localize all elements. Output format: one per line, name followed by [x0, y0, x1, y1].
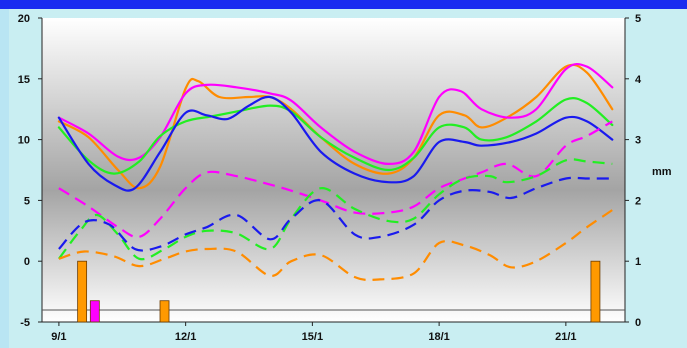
plot-band-upper: [42, 18, 625, 190]
precip-bar: [159, 300, 170, 323]
right-tick-label: 1: [635, 256, 641, 268]
right-tick-label: 5: [635, 13, 641, 25]
x-tick-label: 12/1: [175, 331, 196, 343]
left-tick-label: 10: [18, 135, 30, 147]
temperature-lines: [57, 62, 614, 282]
solid-series-line: [57, 95, 614, 192]
precip-bar: [89, 300, 100, 323]
right-tick-label: 3: [635, 135, 641, 147]
left-tick-label: 0: [24, 256, 30, 268]
right-axis: 5 4 3 2 1 0: [625, 13, 642, 329]
precip-bar: [77, 260, 88, 323]
dashed-series-line: [58, 209, 613, 282]
right-tick-label: 4: [635, 74, 642, 86]
precip-bar: [590, 260, 601, 323]
solid-series-line: [57, 97, 614, 175]
right-axis-unit: mm: [652, 166, 672, 178]
x-tick-label: 9/1: [51, 331, 66, 343]
x-tick-label: 15/1: [302, 331, 323, 343]
left-tick-label: 5: [24, 195, 30, 207]
x-tick-label: 18/1: [428, 331, 449, 343]
plot-background: [41, 18, 626, 323]
left-frame-bar: [0, 9, 9, 348]
left-axis: 20 15 10 5 0 -5: [18, 13, 42, 329]
right-tick-label: 2: [635, 195, 641, 207]
right-tick-label: 0: [635, 317, 641, 329]
left-tick-label: 15: [18, 74, 30, 86]
x-axis: 9/1 12/1 15/1 18/1 21/1: [51, 322, 577, 343]
dashed-series-line: [58, 158, 613, 261]
precipitation-bars: [77, 260, 601, 323]
left-tick-label: 20: [18, 13, 30, 25]
top-frame-bar: [0, 0, 687, 9]
left-tick-label: -5: [20, 317, 30, 329]
x-tick-label: 21/1: [555, 331, 576, 343]
dashed-series-line: [58, 120, 613, 239]
